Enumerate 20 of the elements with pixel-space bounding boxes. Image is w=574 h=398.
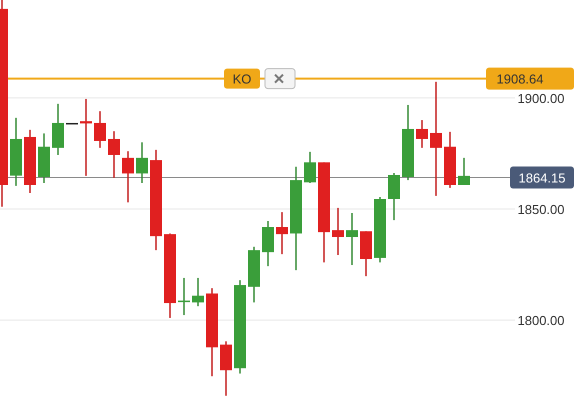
candlestick xyxy=(416,119,428,149)
candlestick xyxy=(276,211,288,255)
annotation: 1908.64 xyxy=(496,72,544,87)
candlestick xyxy=(108,130,120,179)
candlestick xyxy=(458,157,470,186)
candlestick xyxy=(94,110,106,149)
candlestick xyxy=(192,277,204,307)
y-tick-label: 1800.00 xyxy=(518,313,564,328)
candlestick xyxy=(80,98,92,177)
candlestick xyxy=(136,142,148,184)
candlestick xyxy=(122,150,134,204)
candlestick xyxy=(178,277,190,316)
candlestick xyxy=(332,207,344,256)
y-tick-label: 1850.00 xyxy=(518,202,564,218)
y-tick-label: 1900.00 xyxy=(518,90,564,106)
ref-line-label: KO xyxy=(232,72,252,87)
candlestick xyxy=(430,81,442,197)
candlestick xyxy=(346,212,358,266)
annotation: 1864.15 xyxy=(518,170,566,186)
candlestick xyxy=(304,151,316,184)
